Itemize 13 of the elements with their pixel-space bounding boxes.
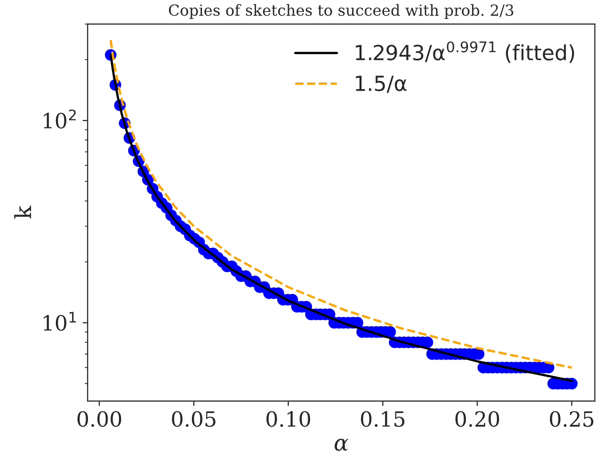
x-tick-label: 0.00 xyxy=(78,411,122,427)
y-axis-title: k xyxy=(14,206,32,219)
x-tick-label: 0.10 xyxy=(266,411,310,427)
x-axis-title: α xyxy=(334,438,348,451)
x-tick-label: 0.20 xyxy=(455,411,500,427)
y-tick-label: 10$^{1}$ xyxy=(44,312,76,331)
legend-label: 1.5/α xyxy=(356,76,406,93)
chart-title: Copies of sketches to succeed with prob. 2/3 xyxy=(168,4,514,19)
x-tick-label: 0.05 xyxy=(172,411,216,427)
x-tick-label: 0.15 xyxy=(360,411,404,427)
y-tick-label: 10$^{2}$ xyxy=(44,109,76,129)
legend-label: 1.2943/α$^{0.9971}$ (fitted) xyxy=(356,41,574,63)
x-tick-label: 0.25 xyxy=(550,411,594,427)
